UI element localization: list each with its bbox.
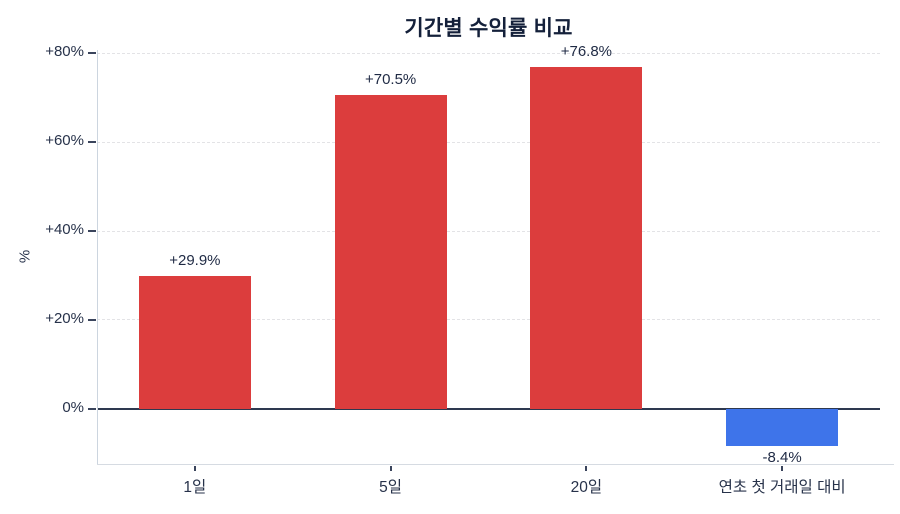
plot-area	[97, 50, 894, 465]
x-tick-label-2: 5일	[379, 479, 403, 496]
y-tick-label-1: +60%	[45, 132, 84, 150]
bar-4	[726, 408, 839, 447]
x-tick-mark-1	[193, 466, 196, 471]
y-tick-mark-3	[88, 318, 96, 321]
x-tick-mark-4	[781, 466, 784, 471]
bar-1	[138, 275, 251, 409]
y-tick-mark-4	[88, 407, 96, 410]
x-tick-mark-2	[389, 466, 392, 471]
y-axis-title: %	[16, 249, 34, 264]
zero-line	[97, 407, 880, 410]
x-tick-label-3: 20일	[570, 479, 603, 496]
y-tick-label-3: +20%	[45, 309, 84, 327]
bar-3	[530, 67, 643, 409]
x-tick-label-1: 1일	[183, 479, 207, 496]
x-axis-line	[97, 464, 894, 465]
gridline-60	[97, 141, 880, 143]
value-label-4: -8.4%	[762, 449, 802, 467]
y-tick-mark-1	[88, 141, 96, 144]
y-tick-mark-0	[88, 52, 96, 55]
x-tick-mark-3	[585, 466, 588, 471]
gridline-40	[97, 230, 880, 232]
x-tick-label-4: 연초 첫 거래일 대비	[718, 479, 846, 496]
gridline-80	[97, 52, 880, 54]
bar-2	[334, 95, 447, 409]
y-axis-line	[97, 50, 98, 465]
value-label-2: +70.5%	[364, 71, 417, 89]
y-tick-mark-2	[88, 230, 96, 233]
y-tick-label-0: +80%	[45, 43, 84, 61]
gridline-20	[97, 319, 880, 321]
value-label-1: +29.9%	[169, 251, 221, 269]
y-tick-label-2: +40%	[45, 221, 84, 239]
y-tick-label-4: 0%	[62, 398, 84, 416]
chart-title: 기간별 수익률 비교	[404, 17, 573, 40]
value-label-3: +76.8%	[560, 43, 613, 61]
